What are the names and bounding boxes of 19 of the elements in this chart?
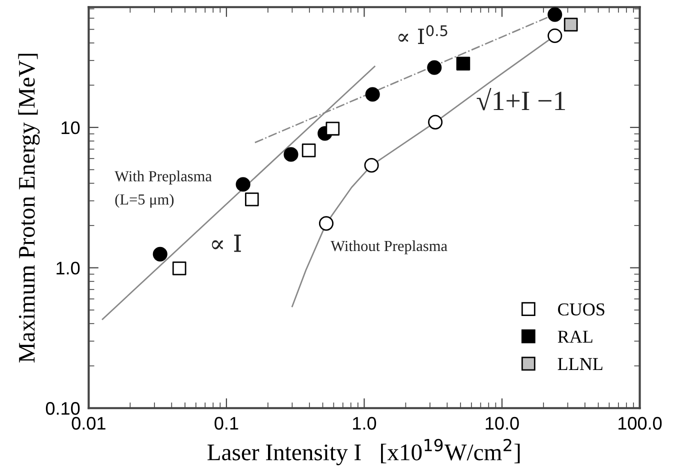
- legend-label: RAL: [558, 330, 592, 343]
- legend-label: LLNL: [558, 358, 602, 370]
- annotation: √1+I −1: [476, 88, 565, 110]
- x-tick-label: 0.1: [214, 416, 238, 430]
- annotation: ∝ I$^{0.5}$: [398, 25, 448, 44]
- legend-label: CUOS: [558, 303, 604, 316]
- x-axis-title: Laser Intensity I [x10$^{19}$W/cm$^{2}$]: [208, 438, 520, 466]
- y-tick-label: 0.10: [46, 402, 80, 415]
- annotation: With Preplasma: [114, 170, 212, 184]
- x-tick-label: 1.0: [353, 416, 376, 430]
- x-tick-label: 0.01: [72, 416, 106, 430]
- y-tick-label: 10: [62, 121, 80, 134]
- x-tick-label: 100.0: [618, 416, 662, 430]
- annotation: ∝ I: [212, 234, 241, 252]
- x-tick-label: 10.0: [486, 416, 519, 430]
- y-axis-title: Maximum Proton Energy [MeV]: [18, 54, 40, 362]
- annotation: (L=5 μm): [115, 194, 174, 208]
- y-tick-label: 1.0: [56, 262, 80, 274]
- annotation: Without Preplasma: [330, 240, 448, 254]
